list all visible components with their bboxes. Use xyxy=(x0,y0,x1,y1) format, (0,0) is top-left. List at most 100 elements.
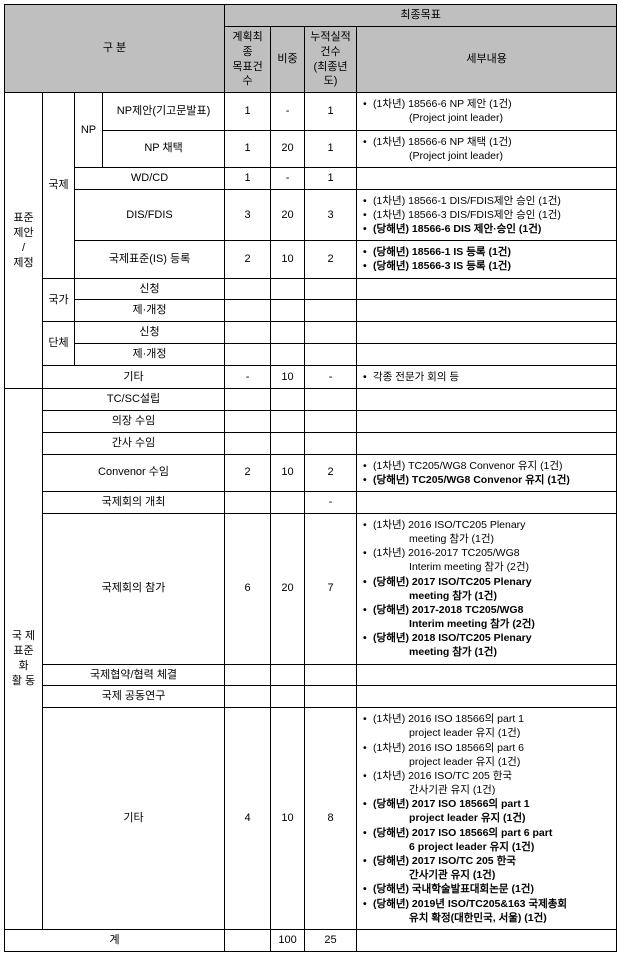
row-intl-attend: 국제회의 참가 xyxy=(43,513,225,664)
cell: 20 xyxy=(271,130,305,167)
cell xyxy=(225,664,271,686)
cell xyxy=(271,411,305,433)
row-apply: 신청 xyxy=(75,278,225,300)
group-np: NP xyxy=(75,93,103,168)
cell xyxy=(271,664,305,686)
cell xyxy=(305,344,357,366)
cell xyxy=(305,278,357,300)
cell: 2 xyxy=(305,241,357,278)
detail-cell xyxy=(357,300,617,322)
cell xyxy=(225,432,271,454)
row-total: 계 xyxy=(5,929,225,951)
detail-cell: 각종 전문가 회의 등 xyxy=(357,365,617,388)
detail-cell xyxy=(357,664,617,686)
group-intl-activity: 국 제 표준화 활 동 xyxy=(5,389,43,930)
cell xyxy=(225,344,271,366)
cell xyxy=(305,411,357,433)
detail-cell: (1차년) 18566-6 NP 제안 (1건)(Project joint l… xyxy=(357,93,617,130)
group-national: 국가 xyxy=(43,278,75,322)
detail-cell: (1차년) TC205/WG8 Convenor 유지 (1건)(당해년) TC… xyxy=(357,454,617,491)
cell: 25 xyxy=(305,929,357,951)
detail-cell xyxy=(357,167,617,189)
hdr-planned: 계획최종 목표건수 xyxy=(225,26,271,92)
cell: 10 xyxy=(271,365,305,388)
detail-cell xyxy=(357,278,617,300)
cell xyxy=(225,686,271,708)
row-wdcd: WD/CD xyxy=(75,167,225,189)
detail-cell xyxy=(357,432,617,454)
detail-cell xyxy=(357,492,617,514)
cell: - xyxy=(225,365,271,388)
cell xyxy=(271,278,305,300)
cell xyxy=(305,664,357,686)
row-apply2: 신청 xyxy=(75,322,225,344)
cell: 1 xyxy=(305,93,357,130)
cell: - xyxy=(271,93,305,130)
cell xyxy=(305,389,357,411)
cell: 6 xyxy=(225,513,271,664)
cell: 1 xyxy=(225,167,271,189)
hdr-cumulative: 누적실적 건수 (최종년도) xyxy=(305,26,357,92)
row-chair: 의장 수임 xyxy=(43,411,225,433)
cell: 10 xyxy=(271,708,305,930)
cell: 8 xyxy=(305,708,357,930)
row-isreg: 국제표준(IS) 등록 xyxy=(75,241,225,278)
cell xyxy=(305,686,357,708)
detail-cell xyxy=(357,686,617,708)
row-etc1: 기타 xyxy=(43,365,225,388)
row-np-adopt: NP 채택 xyxy=(103,130,225,167)
cell: 10 xyxy=(271,454,305,491)
hdr-detail: 세부내용 xyxy=(357,26,617,92)
row-etc2: 기타 xyxy=(43,708,225,930)
cell: 2 xyxy=(225,454,271,491)
row-secretary: 간사 수임 xyxy=(43,432,225,454)
cell xyxy=(225,300,271,322)
group-proposal: 표준 제안 / 제정 xyxy=(5,93,43,389)
row-intl-open: 국제회의 개최 xyxy=(43,492,225,514)
cell: 4 xyxy=(225,708,271,930)
row-tcsc: TC/SC설립 xyxy=(43,389,225,411)
detail-cell xyxy=(357,389,617,411)
cell: - xyxy=(305,492,357,514)
hdr-weight: 비중 xyxy=(271,26,305,92)
detail-cell xyxy=(357,344,617,366)
group-org: 단체 xyxy=(43,322,75,366)
cell: - xyxy=(305,365,357,388)
cell: 2 xyxy=(225,241,271,278)
cell xyxy=(225,389,271,411)
detail-cell: (1차년) 2016 ISO 18566의 part 1project lead… xyxy=(357,708,617,930)
cell xyxy=(271,389,305,411)
hdr-category: 구 분 xyxy=(5,5,225,93)
cell: 1 xyxy=(305,167,357,189)
cell xyxy=(225,492,271,514)
cell xyxy=(225,411,271,433)
cell: 3 xyxy=(305,189,357,241)
detail-cell: (1차년) 2016 ISO/TC205 Plenarymeeting 참가 (… xyxy=(357,513,617,664)
cell: 1 xyxy=(305,130,357,167)
row-intl-agree: 국제협약/협력 체결 xyxy=(43,664,225,686)
cell: 1 xyxy=(225,130,271,167)
cell xyxy=(271,492,305,514)
row-revise: 제·개정 xyxy=(75,300,225,322)
cell xyxy=(271,344,305,366)
cell xyxy=(271,432,305,454)
detail-cell xyxy=(357,929,617,951)
detail-cell: (1차년) 18566-6 NP 채택 (1건)(Project joint l… xyxy=(357,130,617,167)
row-np-proposal: NP제안(기고문발표) xyxy=(103,93,225,130)
cell: 3 xyxy=(225,189,271,241)
cell xyxy=(225,929,271,951)
cell xyxy=(225,278,271,300)
hdr-final-goal: 최종목표 xyxy=(225,5,617,27)
group-intl: 국제 xyxy=(43,93,75,278)
detail-cell: (당해년) 18566-1 IS 등록 (1건)(당해년) 18566-3 IS… xyxy=(357,241,617,278)
detail-cell xyxy=(357,322,617,344)
cell xyxy=(305,322,357,344)
row-convenor: Convenor 수임 xyxy=(43,454,225,491)
cell: 7 xyxy=(305,513,357,664)
cell xyxy=(271,300,305,322)
cell: 100 xyxy=(271,929,305,951)
cell xyxy=(305,432,357,454)
cell: 1 xyxy=(225,93,271,130)
cell: 20 xyxy=(271,513,305,664)
cell xyxy=(271,322,305,344)
